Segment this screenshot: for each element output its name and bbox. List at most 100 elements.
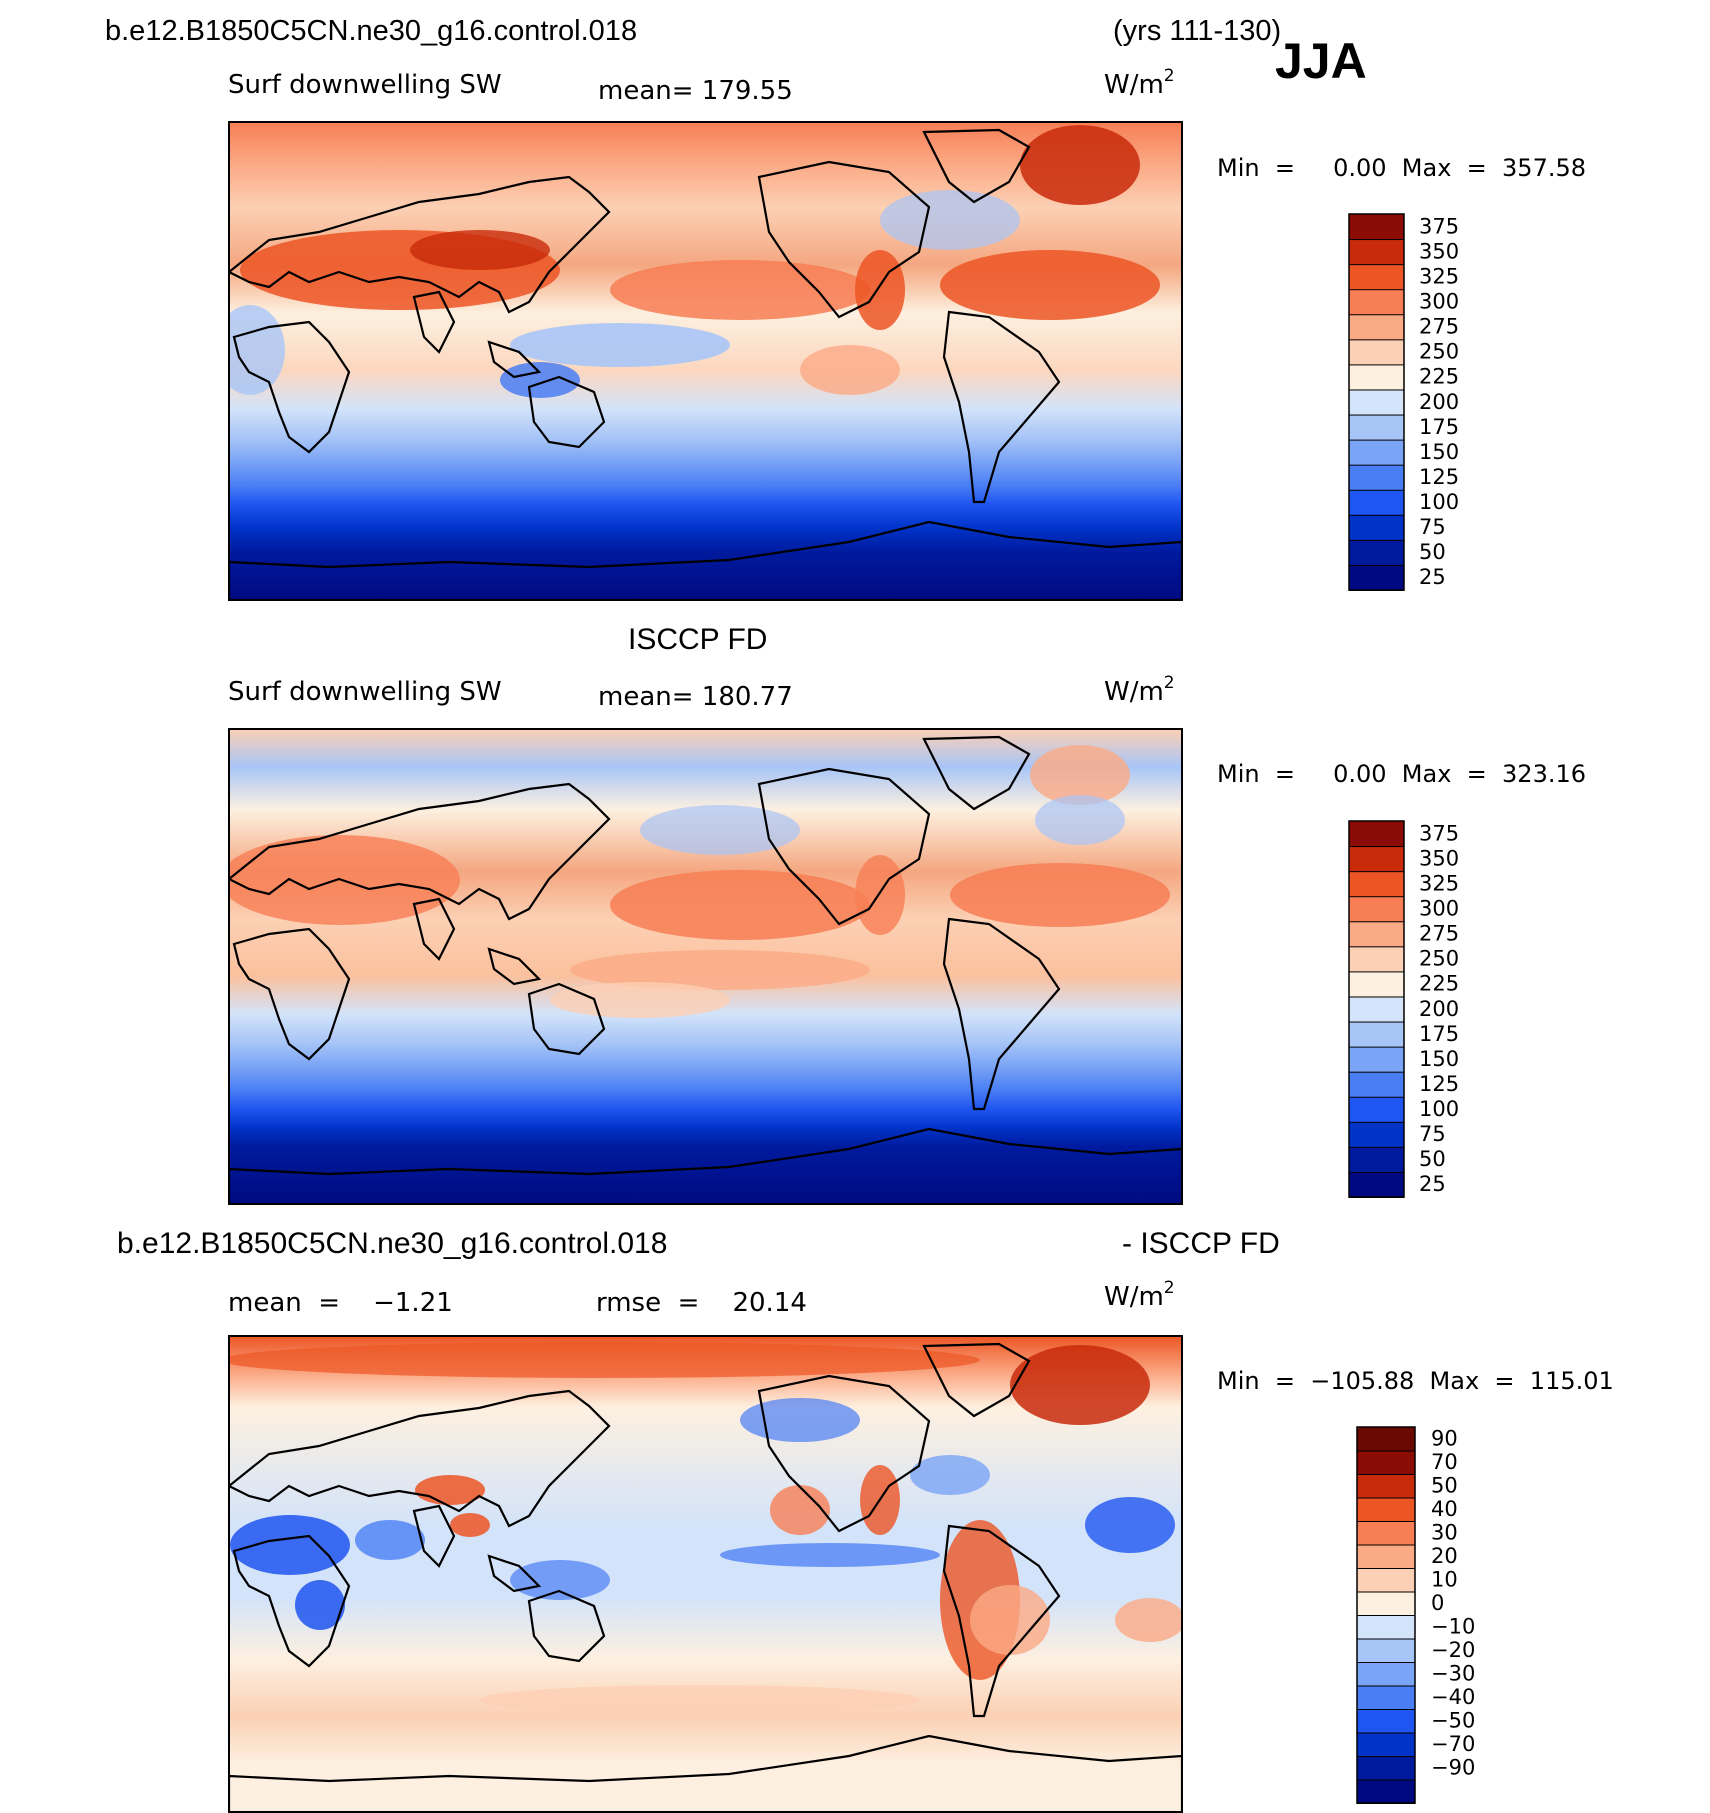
colorbar-cell (1348, 464, 1405, 491)
panel-diff-rmse: rmse = 20.14 (596, 1288, 807, 1318)
colorbar-tick-label: 125 (1419, 1072, 1459, 1096)
colorbar-cell (1348, 388, 1405, 416)
colorbar-tick-label: 225 (1419, 365, 1459, 389)
colorbar-tick-label: 25 (1419, 565, 1446, 589)
colorbar-tick-label: −30 (1431, 1662, 1475, 1686)
panel-diff-minmax: Min = −105.88 Max = 115.01 (1217, 1367, 1614, 1395)
panel-obs-map (229, 729, 1182, 1204)
panel-model-mean: mean= 179.55 (598, 76, 793, 106)
colorbar-tick-label: 225 (1419, 972, 1459, 996)
colorbar-tick-label: 300 (1419, 896, 1459, 920)
panel-obs-frame (228, 728, 1183, 1205)
colorbar-cell (1348, 313, 1405, 341)
colorbar-tick-label: 150 (1419, 1047, 1459, 1071)
colorbar-cell (1348, 1171, 1405, 1199)
panel-obs-minmax: Min = 0.00 Max = 323.16 (1217, 760, 1586, 788)
colorbar-cell (1356, 1473, 1416, 1499)
colorbar-cell (1356, 1450, 1416, 1475)
colorbar-cell (1348, 213, 1405, 241)
colorbar-cell (1348, 238, 1405, 266)
colorbar-tick-label: 50 (1419, 1147, 1446, 1171)
colorbar-cell (1348, 564, 1405, 591)
colorbar-tick-label: 50 (1419, 540, 1446, 564)
panel-obs: ISCCP FD Surf downwelling SW mean= 180.7… (228, 623, 1586, 1205)
colorbar-cell (1348, 920, 1405, 948)
colorbar-tick-label: 350 (1419, 239, 1459, 263)
panel-diff-frame (228, 1335, 1183, 1813)
panel-model-units: W/m2 (1104, 66, 1175, 100)
colorbar-cell (1348, 514, 1405, 541)
colorbar-tick-label: 25 (1419, 1172, 1446, 1196)
colorbar-tick-label: 250 (1419, 340, 1459, 364)
colorbar-tick-label: 200 (1419, 997, 1459, 1021)
colorbar-tick-label: 40 (1431, 1497, 1458, 1521)
colorbar-cell (1348, 1121, 1405, 1148)
colorbar-cell (1348, 1046, 1405, 1073)
colorbar-cell (1348, 263, 1405, 291)
panel-diff-title-right: - ISCCP FD (1122, 1227, 1280, 1260)
colorbar-tick-label: −40 (1431, 1685, 1475, 1709)
colorbar-tick-label: 175 (1419, 1022, 1459, 1046)
colorbar-cell (1348, 338, 1405, 366)
panel-obs-units: W/m2 (1104, 673, 1175, 707)
panel-diff-units: W/m2 (1104, 1278, 1175, 1312)
colorbar-cell (1348, 439, 1405, 466)
colorbar-cell (1348, 845, 1405, 873)
panel-model-frame (228, 121, 1183, 601)
colorbar-cell (1348, 539, 1405, 566)
colorbar-tick-label: 75 (1419, 515, 1446, 539)
colorbar-cell (1348, 995, 1405, 1023)
colorbar-tick-label: −70 (1431, 1732, 1475, 1756)
colorbar-cell (1356, 1591, 1416, 1616)
colorbar-cell (1348, 970, 1405, 998)
colorbar-cell (1348, 945, 1405, 973)
panel-diff-title-left: b.e12.B1850C5CN.ne30_g16.control.018 (117, 1227, 667, 1260)
colorbar-cell (1348, 1071, 1405, 1098)
panel-diff-map (229, 1336, 1182, 1812)
panel-obs-variable-label: Surf downwelling SW (228, 677, 502, 707)
colorbar-cell (1348, 1146, 1405, 1173)
colorbar-tick-label: 375 (1419, 214, 1459, 238)
colorbar-tick-label: 325 (1419, 264, 1459, 288)
panel-diff: b.e12.B1850C5CN.ne30_g16.control.018 - I… (117, 1227, 1614, 1813)
colorbar-cell (1348, 489, 1405, 516)
colorbar-frame (1348, 820, 1405, 1198)
header-case-name: b.e12.B1850C5CN.ne30_g16.control.018 (105, 15, 637, 47)
colorbar-cell (1356, 1567, 1416, 1593)
colorbar-tick-label: 175 (1419, 415, 1459, 439)
panel-diff-mean: mean = −1.21 (228, 1288, 453, 1318)
colorbar-tick-label: 90 (1431, 1427, 1458, 1451)
colorbar-cell (1356, 1708, 1416, 1734)
colorbar-tick-label: 75 (1419, 1122, 1446, 1146)
panel-obs-mean: mean= 180.77 (598, 682, 793, 712)
colorbar-tick-label: 375 (1419, 821, 1459, 845)
colorbar-cell (1356, 1661, 1416, 1687)
header-season: JJA (1275, 33, 1367, 89)
colorbar-tick-label: −20 (1431, 1638, 1475, 1662)
colorbar-cell (1348, 1021, 1405, 1048)
colorbar-tick-label: 100 (1419, 1097, 1459, 1121)
colorbar-tick-label: 150 (1419, 440, 1459, 464)
colorbar-cell (1348, 870, 1405, 898)
colorbar-tick-label: 200 (1419, 390, 1459, 414)
colorbar-cell (1356, 1685, 1416, 1710)
colorbar-cell (1348, 1096, 1405, 1123)
colorbar-cell (1356, 1544, 1416, 1569)
colorbar-cell (1356, 1755, 1416, 1781)
colorbar-tick-label: 20 (1431, 1544, 1458, 1568)
panel-obs-title: ISCCP FD (628, 623, 767, 656)
colorbar-tick-label: 10 (1431, 1568, 1458, 1592)
colorbar-tick-label: 250 (1419, 947, 1459, 971)
colorbar-tick-label: −50 (1431, 1709, 1475, 1733)
colorbar-cell (1356, 1779, 1416, 1804)
colorbar-tick-label: 30 (1431, 1521, 1458, 1545)
colorbar-tick-label: 275 (1419, 922, 1459, 946)
colorbar-tick-label: 275 (1419, 315, 1459, 339)
colorbar-cell (1356, 1520, 1416, 1546)
colorbar-tick-label: 50 (1431, 1474, 1458, 1498)
colorbar-tick-label: 300 (1419, 289, 1459, 313)
header-years: (yrs 111-130) (1113, 15, 1281, 47)
panel-obs-colorbar: 3753503253002752502252001751501251007550… (1348, 820, 1459, 1199)
panel-model-variable-label: Surf downwelling SW (228, 70, 502, 100)
